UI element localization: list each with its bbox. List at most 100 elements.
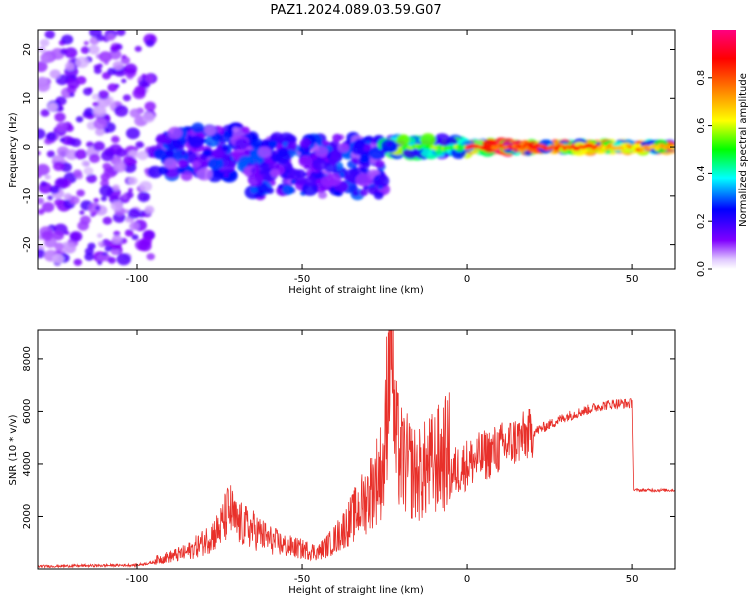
spectrogram-blob [277, 184, 284, 190]
spectrogram-blob [135, 141, 144, 149]
spectrogram-blob [38, 197, 45, 205]
spectrogram-blob [76, 189, 85, 197]
snr-x-tick-label: 0 [464, 574, 470, 585]
colorbar-tick-label: 0.0 [696, 261, 707, 277]
spectrogram-blob [95, 127, 105, 136]
spectrogram-blob [46, 132, 57, 141]
spectrogram-y-tick-label: -20 [22, 236, 33, 252]
spectrogram-blob [38, 173, 42, 179]
spectrogram-blob [298, 155, 313, 168]
spectrogram-blob [38, 208, 45, 215]
spectrogram-blob [255, 182, 269, 194]
spectrogram-blob [122, 94, 132, 102]
spectrogram-blob [110, 248, 120, 256]
spectrogram-blob [257, 146, 272, 158]
spectrogram-blob [374, 160, 385, 169]
spectrogram-blob [256, 163, 270, 175]
spectrogram-blob [191, 160, 201, 169]
spectrogram-blob [121, 78, 127, 84]
spectrogram-blob [360, 167, 367, 173]
spectrogram-y-tick-label: 20 [22, 43, 33, 56]
spectrogram-blob [41, 230, 54, 241]
spectrogram-blob [320, 175, 335, 187]
spectrogram-blob [420, 133, 437, 147]
spectrogram-blob [111, 235, 123, 244]
snr-series-line [38, 330, 675, 569]
spectrogram-blob [96, 34, 105, 42]
spectrogram-x-label: Height of straight line (km) [288, 285, 424, 296]
spectrogram-x-ticks: -100 -50 0 50 [126, 30, 638, 285]
spectrogram-blob [84, 107, 95, 117]
spectrogram-blob [47, 102, 59, 112]
spectrogram-blob [144, 205, 155, 214]
spectrogram-blob [144, 101, 156, 111]
spectrogram-blob [70, 138, 82, 148]
spectrogram-blob [97, 96, 111, 108]
spectrogram-blob [87, 87, 93, 92]
colorbar-gradient [712, 30, 736, 269]
spectrogram-blob [54, 112, 66, 122]
spectrogram-blob [146, 253, 155, 261]
spectrogram-blob [223, 172, 229, 178]
spectrogram-blob [128, 188, 133, 193]
spectrogram-blob [52, 253, 64, 264]
spectrogram-blob [113, 161, 127, 173]
spectrogram-blob [386, 141, 393, 147]
spectrogram-blob [38, 249, 46, 259]
spectrogram-blob [294, 169, 306, 178]
spectrogram-x-tick-label: -100 [126, 274, 149, 285]
spectrogram-blob [100, 150, 115, 162]
spectrogram-blob [38, 150, 41, 156]
spectrogram-blob [268, 161, 280, 171]
spectrogram-blob [270, 153, 282, 163]
spectrogram-blob [355, 173, 372, 187]
spectrogram-blob [144, 74, 154, 83]
spectrogram-blob [334, 190, 341, 196]
spectrogram-blob [160, 134, 172, 144]
spectrogram-blob [250, 167, 260, 175]
spectrogram-blob [44, 30, 56, 39]
spectrogram-blob [138, 80, 148, 88]
spectrogram-blob [132, 87, 146, 99]
spectrogram-blob [127, 208, 141, 219]
spectrogram-blob [250, 187, 258, 193]
spectrogram-blob [208, 157, 224, 170]
spectrogram-blob [124, 63, 138, 75]
spectrogram-blob [107, 256, 116, 264]
spectrogram-blob [112, 60, 124, 71]
spectrogram-blob [107, 67, 117, 76]
spectrogram-blob [373, 191, 384, 200]
spectrogram-blob [98, 51, 113, 63]
spectrogram-blob [359, 188, 369, 197]
spectrogram-blob [92, 105, 107, 117]
spectrogram-blob [142, 112, 155, 123]
spectrogram-blob [111, 135, 120, 144]
spectrogram-blob [40, 77, 46, 82]
spectrogram-blob [342, 150, 354, 160]
spectrogram-blob [180, 150, 186, 156]
spectrogram-blob [188, 135, 204, 149]
spectrogram-blob [52, 230, 65, 241]
spectrogram-blob [372, 173, 390, 188]
snr-frame [37, 329, 676, 570]
spectrogram-blob [176, 166, 186, 174]
spectrogram-blob [38, 163, 50, 176]
spectrogram-x-tick-label: -50 [294, 274, 310, 285]
snr-y-tick-label: 6000 [22, 399, 33, 424]
spectrogram-blob [337, 143, 350, 153]
spectrogram-blob [114, 105, 129, 117]
spectrogram-blob [110, 45, 119, 53]
spectrogram-blob [87, 242, 96, 250]
spectrogram-blob [38, 128, 46, 140]
spectrogram-blob [258, 190, 264, 195]
spectrogram-blob [98, 254, 106, 262]
spectrogram-y-tick-label: 0 [22, 144, 33, 150]
spectrogram-blob [222, 145, 230, 152]
spectrogram-blob [153, 148, 167, 160]
spectrogram-blob [69, 92, 75, 97]
spectrogram-blob [202, 148, 212, 157]
spectrogram-blob [134, 45, 142, 52]
spectrogram-blob [301, 182, 319, 196]
spectrogram-blob [125, 127, 140, 140]
